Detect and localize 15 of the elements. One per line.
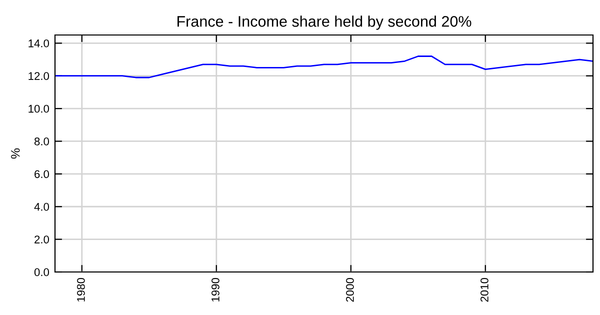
line-series <box>55 56 593 78</box>
y-tick-label: 6.0 <box>34 170 50 178</box>
y-tick-label: 4.0 <box>34 202 50 211</box>
x-tick-label: 2010 <box>480 278 488 302</box>
chart-title: France - Income share held by second 20% <box>178 16 472 30</box>
y-tick-label: 8.0 <box>34 138 50 146</box>
y-tick-label: 14.0 <box>28 39 50 48</box>
y-tick-label: 12.0 <box>28 72 50 80</box>
x-tick-label: 2000 <box>346 278 354 302</box>
x-tick-label: 1990 <box>212 278 220 302</box>
y-tick-label: 0.0 <box>34 268 50 276</box>
y-tick-label: 2.0 <box>34 236 50 244</box>
y-tick-label: 10.0 <box>28 104 50 113</box>
x-tick-label: 1980 <box>77 278 85 302</box>
y-axis-title: % <box>11 148 20 159</box>
